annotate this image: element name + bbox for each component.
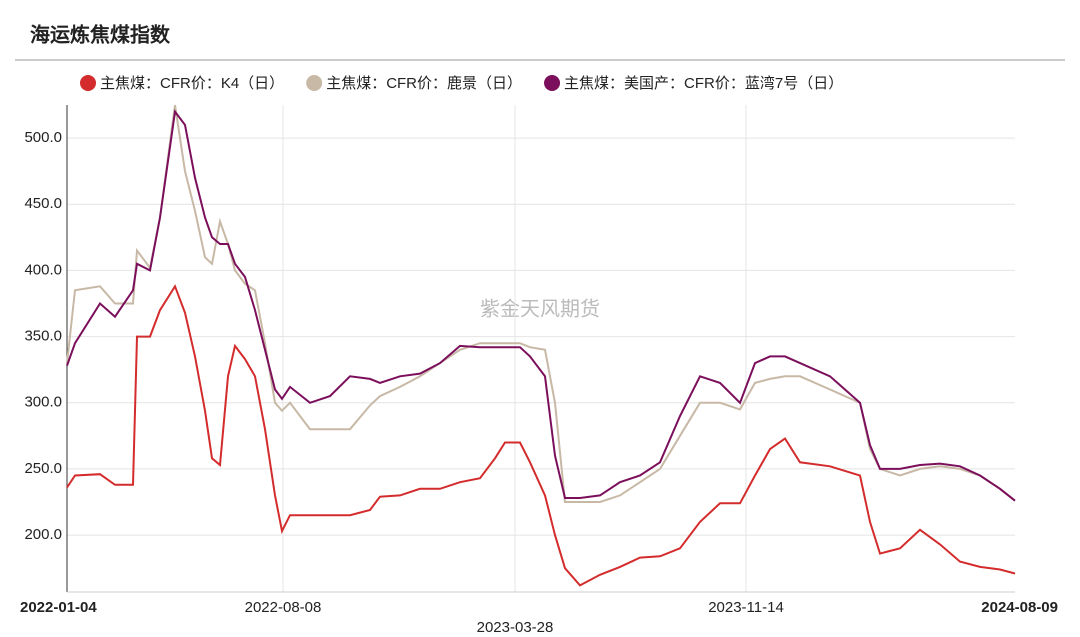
y-tick-label: 350.0 (24, 328, 62, 345)
legend-marker (544, 75, 561, 91)
y-tick-label: 300.0 (24, 394, 62, 411)
x-tick-label: 2024-08-09 (981, 599, 1058, 616)
y-tick-label: 450.0 (24, 195, 62, 212)
y-tick-label: 400.0 (24, 261, 62, 278)
legend-marker (80, 75, 96, 91)
legend-label: 主焦煤：CFR价：鹿景（日） (326, 75, 522, 92)
chart-title: 海运炼焦煤指数 (30, 22, 171, 46)
series-line (66, 284, 1016, 587)
legend-label: 主焦煤：CFR价：K4（日） (100, 75, 284, 92)
y-tick-label: 250.0 (24, 460, 62, 477)
series-line (66, 109, 1016, 502)
series-line (66, 104, 1016, 503)
legend-label: 主焦煤：美国产：CFR价：蓝湾7号（日） (564, 75, 843, 92)
y-tick-label: 500.0 (24, 129, 62, 146)
x-tick-label: 2022-08-08 (245, 599, 322, 616)
x-tick-label: 2022-01-04 (20, 599, 97, 616)
watermark: 紫金天风期货 (480, 297, 600, 320)
legend-marker (306, 75, 323, 91)
y-tick-label: 200.0 (24, 526, 62, 543)
x-tick-label: 2023-03-28 (477, 619, 554, 636)
x-tick-label: 2023-11-14 (708, 599, 784, 616)
